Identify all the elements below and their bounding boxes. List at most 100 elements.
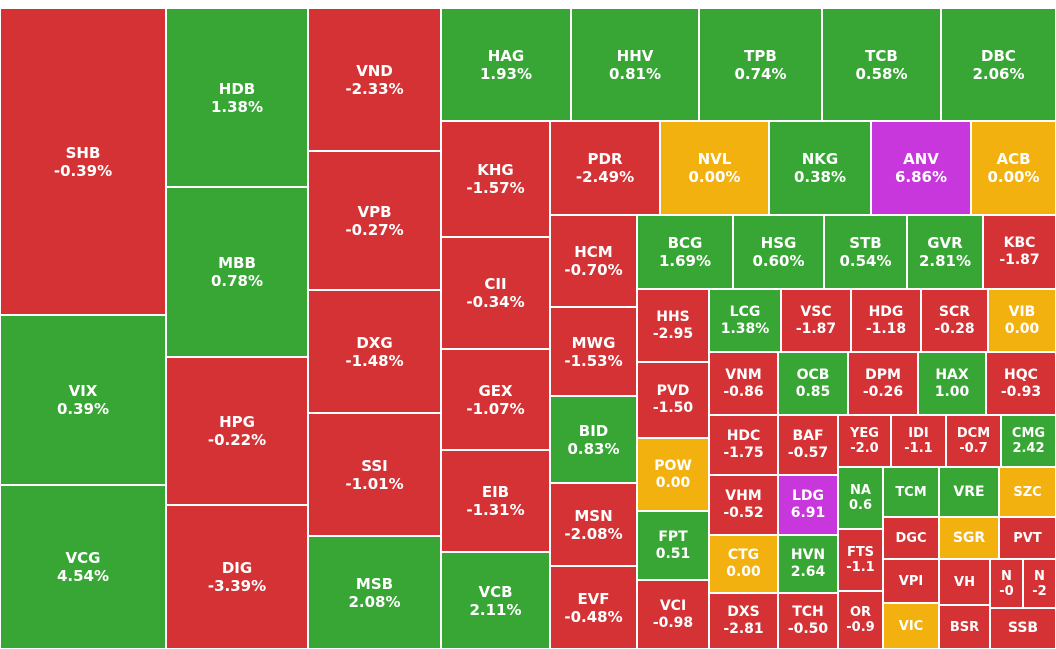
tile-hhv[interactable]: HHV 0.81% <box>571 8 699 121</box>
tile-dig[interactable]: DIG -3.39% <box>166 505 308 649</box>
tile-sgr[interactable]: SGR <box>939 517 999 559</box>
tile-hdc[interactable]: HDC -1.75 <box>709 415 778 475</box>
tile-vnm[interactable]: VNM -0.86 <box>709 352 778 415</box>
tile-vhm[interactable]: VHM -0.52 <box>709 475 778 535</box>
tile-vsc[interactable]: VSC -1.87 <box>781 289 851 352</box>
tile-na[interactable]: NA 0.6 <box>838 467 883 529</box>
tile-symbol: HCM <box>574 243 613 261</box>
tile-msn[interactable]: MSN -2.08% <box>550 483 637 566</box>
tile-bid[interactable]: BID 0.83% <box>550 396 637 483</box>
tile-gex[interactable]: GEX -1.07% <box>441 349 550 450</box>
tile-mwg[interactable]: MWG -1.53% <box>550 307 637 396</box>
tile-tcm[interactable]: TCM <box>883 467 939 517</box>
tile-symbol: OCB <box>796 366 830 383</box>
tile-vpb[interactable]: VPB -0.27% <box>308 151 441 290</box>
tile-change: 2.08% <box>348 592 401 611</box>
tile-dpm[interactable]: DPM -0.26 <box>848 352 918 415</box>
tile-kbc[interactable]: KBC -1.87 <box>983 215 1056 289</box>
tile-idi[interactable]: IDI -1.1 <box>891 415 946 467</box>
tile-msb[interactable]: MSB 2.08% <box>308 536 441 649</box>
tile-pvd[interactable]: PVD -1.50 <box>637 362 709 438</box>
tile-vh[interactable]: VH <box>939 559 990 605</box>
tile-hhs[interactable]: HHS -2.95 <box>637 289 709 362</box>
tile-symbol: HSG <box>760 234 797 252</box>
tile-ssb[interactable]: SSB <box>990 608 1056 649</box>
tile-cmg[interactable]: CMG 2.42 <box>1001 415 1056 467</box>
tile-evf[interactable]: EVF -0.48% <box>550 566 637 649</box>
tile-symbol: CII <box>484 275 507 293</box>
tile-eib[interactable]: EIB -1.31% <box>441 450 550 552</box>
tile-hdb[interactable]: HDB 1.38% <box>166 8 308 187</box>
tile-cii[interactable]: CII -0.34% <box>441 237 550 349</box>
tile-hqc[interactable]: HQC -0.93 <box>986 352 1056 415</box>
tile-change: 0.38% <box>793 168 847 186</box>
tile-khg[interactable]: KHG -1.57% <box>441 121 550 237</box>
tile-fts[interactable]: FTS -1.1 <box>838 529 883 591</box>
tile-hcm[interactable]: HCM -0.70% <box>550 215 637 307</box>
tile-change: 0.51 <box>655 545 691 562</box>
tile-change: -2 <box>1032 583 1047 599</box>
tile-mbb[interactable]: MBB 0.78% <box>166 187 308 357</box>
tile-vcb[interactable]: VCB 2.11% <box>441 552 550 649</box>
tile-dbc[interactable]: DBC 2.06% <box>941 8 1056 121</box>
tile-hvn[interactable]: HVN 2.64 <box>778 535 838 593</box>
tile-vre[interactable]: VRE <box>939 467 999 517</box>
tile-symbol: HQC <box>1004 366 1038 383</box>
tile-baf[interactable]: BAF -0.57 <box>778 415 838 475</box>
tile-ldg[interactable]: LDG 6.91 <box>778 475 838 535</box>
tile-dxs[interactable]: DXS -2.81 <box>709 593 778 649</box>
tile-symbol: MWG <box>571 333 616 352</box>
tile-nkg[interactable]: NKG 0.38% <box>769 121 871 215</box>
tile-hpg[interactable]: HPG -0.22% <box>166 357 308 505</box>
tile-acb[interactable]: ACB 0.00% <box>971 121 1056 215</box>
tile-symbol: MSN <box>574 506 613 525</box>
tile-tpb[interactable]: TPB 0.74% <box>699 8 822 121</box>
tile-or[interactable]: OR -0.9 <box>838 591 883 649</box>
tile-szc[interactable]: SZC <box>999 467 1056 517</box>
tile-pdr[interactable]: PDR -2.49% <box>550 121 660 215</box>
tile-symbol: SGR <box>952 529 986 546</box>
tile-anv[interactable]: ANV 6.86% <box>871 121 971 215</box>
tile-hsg[interactable]: HSG 0.60% <box>733 215 824 289</box>
tile-gvr[interactable]: GVR 2.81% <box>907 215 983 289</box>
tile-change: -1.48% <box>345 351 404 370</box>
tile-change: 2.11% <box>469 600 522 619</box>
tile-hax[interactable]: HAX 1.00 <box>918 352 986 415</box>
tile-dgc[interactable]: DGC <box>883 517 939 559</box>
tile-nvl[interactable]: NVL 0.00% <box>660 121 769 215</box>
tile-vnd[interactable]: VND -2.33% <box>308 8 441 151</box>
tile-symbol: VND <box>356 61 393 80</box>
tile-ctg[interactable]: CTG 0.00 <box>709 535 778 593</box>
tile-bcg[interactable]: BCG 1.69% <box>637 215 733 289</box>
tile-symbol: BAF <box>792 428 824 444</box>
tile-yeg[interactable]: YEG -2.0 <box>838 415 891 467</box>
tile-vib[interactable]: VIB 0.00 <box>988 289 1056 352</box>
tile-dxg[interactable]: DXG -1.48% <box>308 290 441 413</box>
tile-bsr[interactable]: BSR <box>939 605 990 649</box>
tile-lcg[interactable]: LCG 1.38% <box>709 289 781 352</box>
tile-fpt[interactable]: FPT 0.51 <box>637 511 709 580</box>
tile-stb[interactable]: STB 0.54% <box>824 215 907 289</box>
tile-tch[interactable]: TCH -0.50 <box>778 593 838 649</box>
tile-change: -0.34% <box>466 293 525 311</box>
tile-pvt[interactable]: PVT <box>999 517 1056 559</box>
tile-vic[interactable]: VIC <box>883 603 939 649</box>
tile-symbol: TCM <box>895 484 927 500</box>
tile-hag[interactable]: HAG 1.93% <box>441 8 571 121</box>
tile-tcb[interactable]: TCB 0.58% <box>822 8 941 121</box>
tile-shb[interactable]: SHB -0.39% <box>0 8 166 315</box>
tile-pow[interactable]: POW 0.00 <box>637 438 709 511</box>
tile-vix[interactable]: VIX 0.39% <box>0 315 166 485</box>
tile-ocb[interactable]: OCB 0.85 <box>778 352 848 415</box>
tile-ssi[interactable]: SSI -1.01% <box>308 413 441 536</box>
tile-vcg[interactable]: VCG 4.54% <box>0 485 166 649</box>
tile-dcm[interactable]: DCM -0.7 <box>946 415 1001 467</box>
tile-vpi[interactable]: VPI <box>883 559 939 603</box>
tile-n[interactable]: N -2 <box>1023 559 1056 608</box>
tile-hdg[interactable]: HDG -1.18 <box>851 289 921 352</box>
tile-symbol: VHM <box>725 488 762 504</box>
tile-vci[interactable]: VCI -0.98 <box>637 580 709 649</box>
tile-n[interactable]: N -0 <box>990 559 1023 608</box>
tile-change: -1.53% <box>564 351 623 370</box>
tile-scr[interactable]: SCR -0.28 <box>921 289 988 352</box>
